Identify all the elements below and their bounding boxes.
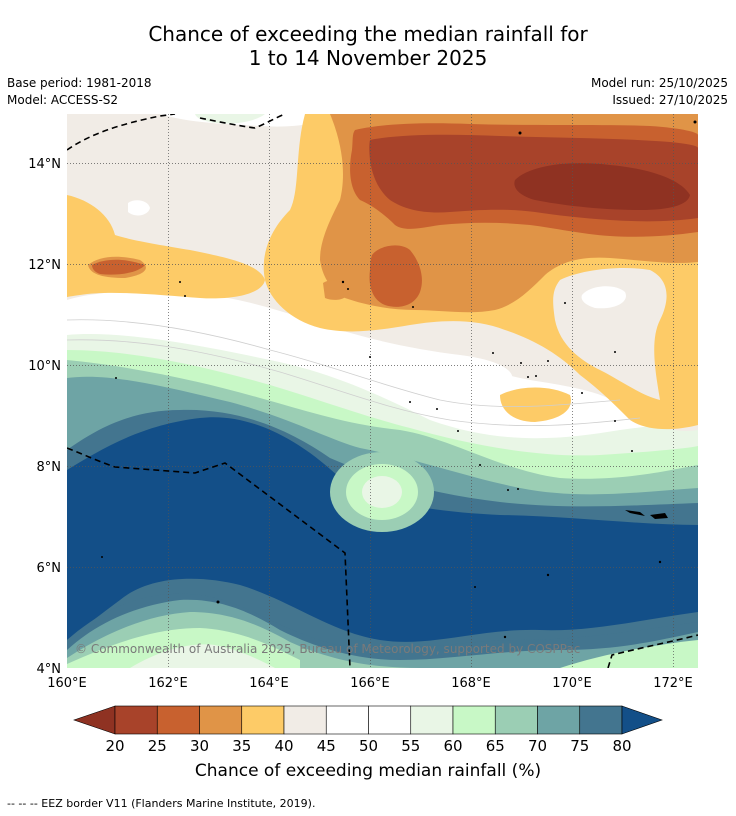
beige-east-inner (553, 268, 667, 400)
white-patch-11n-b (581, 286, 626, 309)
colorbar-tick-label: 55 (401, 737, 420, 755)
colorbar-segment (579, 705, 623, 735)
title-line-2: 1 to 14 November 2025 (248, 46, 488, 70)
white-patch-13n (128, 200, 150, 216)
colorbar-tick-label: 45 (317, 737, 336, 755)
lon-tick: 164°E (249, 676, 289, 691)
south-east-band-60 (560, 640, 698, 668)
base-period: Base period: 1981-2018 (7, 76, 152, 90)
contour-line-2 (67, 339, 641, 427)
model-run: Model run: 25/10/2025 (590, 76, 728, 90)
lat-tick: 6°N (37, 561, 62, 576)
colorbar-tick-label: 20 (105, 737, 124, 755)
colorbar-segment (410, 705, 454, 735)
meta-right: Model run: 25/10/2025 Issued: 27/10/2025 (591, 75, 728, 109)
colorbar-title: Chance of exceeding median rainfall (%) (194, 761, 542, 781)
zone-below-20 (514, 163, 690, 210)
meta-left: Base period: 1981-2018 Model: ACCESS-S2 (7, 75, 152, 109)
colorbar-segment (199, 705, 243, 735)
colorbar-segment (494, 705, 538, 735)
lat-axis: 14°N 12°N 10°N 8°N 6°N 4°N (28, 157, 61, 677)
colorbar-segment (325, 705, 369, 735)
colorbar-tick-label: 40 (274, 737, 293, 755)
colorbar-segment (241, 705, 285, 735)
copyright-text: © Commonwealth of Australia 2025, Bureau… (75, 642, 580, 656)
zone-25-30-south-lobe (369, 245, 422, 307)
colorbar-tick-label: 30 (190, 737, 209, 755)
colorbar: 20 25 30 35 40 45 50 55 60 65 70 75 80 (73, 705, 663, 755)
contour-line (67, 319, 621, 408)
south-band-55 (130, 644, 275, 668)
colorbar-tick-label: 70 (528, 737, 547, 755)
issued-date: Issued: 27/10/2025 (612, 93, 728, 107)
eez-legend: -- -- -- EEZ border V11 (Flanders Marine… (7, 797, 316, 810)
colorbar-high-arrow (621, 705, 663, 735)
lat-tick: 10°N (28, 359, 61, 374)
lat-tick: 14°N (28, 157, 61, 172)
zone-25-30-west (92, 259, 145, 275)
lon-tick: 160°E (47, 676, 87, 691)
colorbar-tick-label: 25 (148, 737, 167, 755)
colorbar-segment (283, 705, 327, 735)
graticule (67, 114, 698, 668)
colorbar-tick-label: 60 (443, 737, 462, 755)
zone-30-35-left-nub (323, 280, 350, 300)
lat-tick: 4°N (37, 662, 62, 677)
lon-tick: 172°E (653, 676, 693, 691)
map-title: Chance of exceeding the median rainfall … (0, 22, 736, 70)
lon-axis: 160°E 162°E 164°E 166°E 168°E 170°E 172°… (47, 676, 693, 691)
model-name: Model: ACCESS-S2 (7, 93, 119, 107)
colorbar-tick-label: 75 (570, 737, 589, 755)
lon-tick: 166°E (350, 676, 390, 691)
colorbar-tick-label: 35 (232, 737, 251, 755)
colorbar-segment (452, 705, 496, 735)
colorbar-tick-label: 65 (486, 737, 505, 755)
lat-tick: 12°N (28, 258, 61, 273)
map-field: © Commonwealth of Australia 2025, Bureau… (67, 114, 698, 668)
colorbar-tick-label: 80 (612, 737, 631, 755)
islands (101, 120, 697, 639)
zone-35-40-east-lobe (500, 387, 571, 422)
colorbar-boxes (114, 705, 623, 735)
lon-tick: 162°E (148, 676, 188, 691)
lon-tick: 168°E (451, 676, 491, 691)
colorbar-low-arrow (73, 705, 116, 735)
colorbar-segment (368, 705, 412, 735)
colorbar-ticks: 20 25 30 35 40 45 50 55 60 65 70 75 80 (105, 737, 631, 755)
colorbar-segment (114, 705, 158, 735)
eez-border (67, 114, 698, 668)
colorbar-segment (156, 705, 200, 735)
title-line-1: Chance of exceeding the median rainfall … (148, 22, 588, 46)
bubble-55 (362, 476, 402, 508)
colorbar-tick-label: 50 (359, 737, 378, 755)
zone-45-50-hole (67, 290, 513, 391)
colorbar-segment (537, 705, 581, 735)
lat-tick: 8°N (37, 460, 62, 475)
lon-tick: 170°E (552, 676, 592, 691)
